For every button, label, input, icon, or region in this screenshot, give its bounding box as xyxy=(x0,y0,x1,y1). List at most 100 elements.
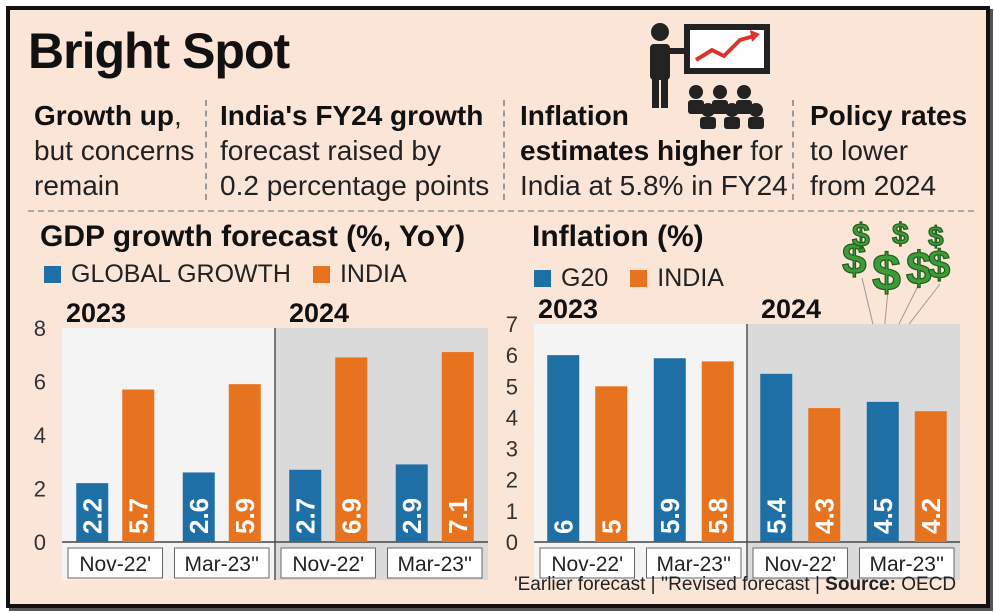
y-tick-label: 6 xyxy=(34,370,46,395)
inflation-legend: G20 INDIA xyxy=(534,264,746,293)
x-label-box xyxy=(174,547,270,579)
y-tick-label: 1 xyxy=(506,499,518,524)
inflation-chart-title: Inflation (%) xyxy=(532,220,704,253)
bar-value-label: 2.2 xyxy=(77,498,107,534)
footnote: 'Earlier forecast | ''Revised forecast |… xyxy=(514,574,957,595)
bar-blue xyxy=(866,401,899,542)
x-tick-label: Mar-23'' xyxy=(869,553,944,576)
source-name: OECD xyxy=(895,574,957,595)
bar-blue xyxy=(653,358,686,542)
bar-value-label: 6.9 xyxy=(336,498,366,534)
year-label: 2024 xyxy=(761,294,821,324)
bar-value-label: 7.1 xyxy=(443,498,473,534)
gdp-legend: GLOBAL GROWTH INDIA xyxy=(44,260,429,289)
bar-value-label: 5.7 xyxy=(123,498,153,534)
bar-value-label: 5.9 xyxy=(655,498,685,534)
bar-value-label: 2.9 xyxy=(397,498,427,534)
x-label-box xyxy=(539,547,635,579)
x-tick-label: Mar-23'' xyxy=(184,553,259,576)
highlight-inflation: Inflation estimates higher for India at … xyxy=(520,100,788,201)
legend-swatch-blue xyxy=(534,270,551,287)
divider xyxy=(792,100,794,200)
legend-swatch-orange xyxy=(630,270,648,287)
legend-item-g20: G20 xyxy=(534,264,608,293)
x-label-box xyxy=(859,547,955,579)
y-tick-label: 2 xyxy=(506,468,518,493)
y-tick-label: 4 xyxy=(34,423,46,448)
legend-item-india: INDIA xyxy=(312,260,407,289)
x-tick-label: Nov-22' xyxy=(551,553,623,576)
svg-text:$: $ xyxy=(928,221,944,252)
svg-text:$: $ xyxy=(852,217,870,253)
bar-value-label: 5.8 xyxy=(703,498,733,534)
bar-value-label: 4.2 xyxy=(916,498,946,534)
y-tick-label: 2 xyxy=(34,477,46,502)
svg-text:$: $ xyxy=(892,218,909,251)
highlight-india-growth: India's FY24 growth forecast raised by 0… xyxy=(220,100,490,201)
x-tick-label: Nov-22' xyxy=(292,553,364,576)
bar-orange xyxy=(808,408,841,542)
legend-item-global: GLOBAL GROWTH xyxy=(44,260,291,289)
bar-blue xyxy=(547,355,580,542)
y-tick-label: 6 xyxy=(506,343,518,368)
year-label: 2024 xyxy=(289,298,349,328)
bar-blue xyxy=(182,472,215,542)
divider xyxy=(205,100,207,200)
highlight-policy-rates: Policy rates to lower from 2024 xyxy=(810,100,968,201)
bar-blue xyxy=(760,373,793,542)
section-divider xyxy=(28,210,974,212)
presenter-icon xyxy=(650,23,770,129)
x-label-box xyxy=(387,547,483,579)
year-label: 2023 xyxy=(538,294,598,324)
svg-text:$: $ xyxy=(906,242,932,294)
svg-text:$: $ xyxy=(872,244,901,302)
y-tick-label: 0 xyxy=(34,530,46,555)
y-tick-label: 0 xyxy=(506,530,518,555)
y-tick-label: 5 xyxy=(506,374,518,399)
y-tick-label: 7 xyxy=(506,312,518,337)
highlight-growth-bold: Growth up xyxy=(34,100,174,131)
bar-value-label: 5 xyxy=(596,520,626,534)
x-tick-label: Nov-22' xyxy=(764,553,836,576)
bar-orange xyxy=(701,361,734,542)
bar-blue xyxy=(76,483,109,542)
bar-orange xyxy=(122,389,155,542)
x-tick-label: Mar-23'' xyxy=(656,553,731,576)
inflation-chart: 2023 2024 0 1 2 3 4 5 6 7 Nov-22' 6 5 Mar-23'' 5.9 5.8 N… xyxy=(506,294,960,580)
legend-swatch-orange xyxy=(312,266,330,283)
bar-value-label: 5.4 xyxy=(761,497,791,534)
divider xyxy=(503,100,505,200)
bar-orange xyxy=(914,411,947,542)
year-label: 2023 xyxy=(66,298,126,328)
bar-orange xyxy=(228,384,261,542)
bar-value-label: 2.7 xyxy=(290,498,320,534)
y-tick-label: 8 xyxy=(34,316,46,341)
highlight-growth: Growth up, but concerns remain xyxy=(34,100,195,201)
gdp-chart-title: GDP growth forecast (%, YoY) xyxy=(40,220,466,253)
x-label-box xyxy=(646,547,742,579)
legend-item-india: INDIA xyxy=(630,264,724,293)
bar-value-label: 5.9 xyxy=(230,498,260,534)
bar-blue xyxy=(289,469,322,542)
x-label-box xyxy=(752,547,848,579)
bar-orange xyxy=(441,352,474,542)
y-tick-label: 3 xyxy=(506,437,518,462)
svg-text:$: $ xyxy=(842,235,866,284)
svg-text:$: $ xyxy=(928,243,950,287)
bar-value-label: 6 xyxy=(548,520,578,534)
x-label-box xyxy=(67,547,163,579)
bar-blue xyxy=(395,464,428,542)
source-label: Source: xyxy=(825,574,896,595)
x-tick-label: Nov-22' xyxy=(79,553,151,576)
x-label-box xyxy=(280,547,376,579)
legend-swatch-blue xyxy=(44,266,61,283)
bar-orange xyxy=(335,357,368,542)
bar-value-label: 4.5 xyxy=(868,498,898,534)
x-tick-label: Mar-23'' xyxy=(397,553,472,576)
gdp-growth-chart: 2023 2024 0 2 4 6 8 Nov-22' 2.2 5.7 Mar-23'' 2.6 5.9… xyxy=(34,298,488,580)
y-tick-label: 4 xyxy=(506,405,518,430)
infographic-title: Bright Spot xyxy=(28,23,290,79)
bar-orange xyxy=(595,386,628,542)
bar-value-label: 4.3 xyxy=(809,498,839,534)
bar-value-label: 2.6 xyxy=(184,498,214,534)
